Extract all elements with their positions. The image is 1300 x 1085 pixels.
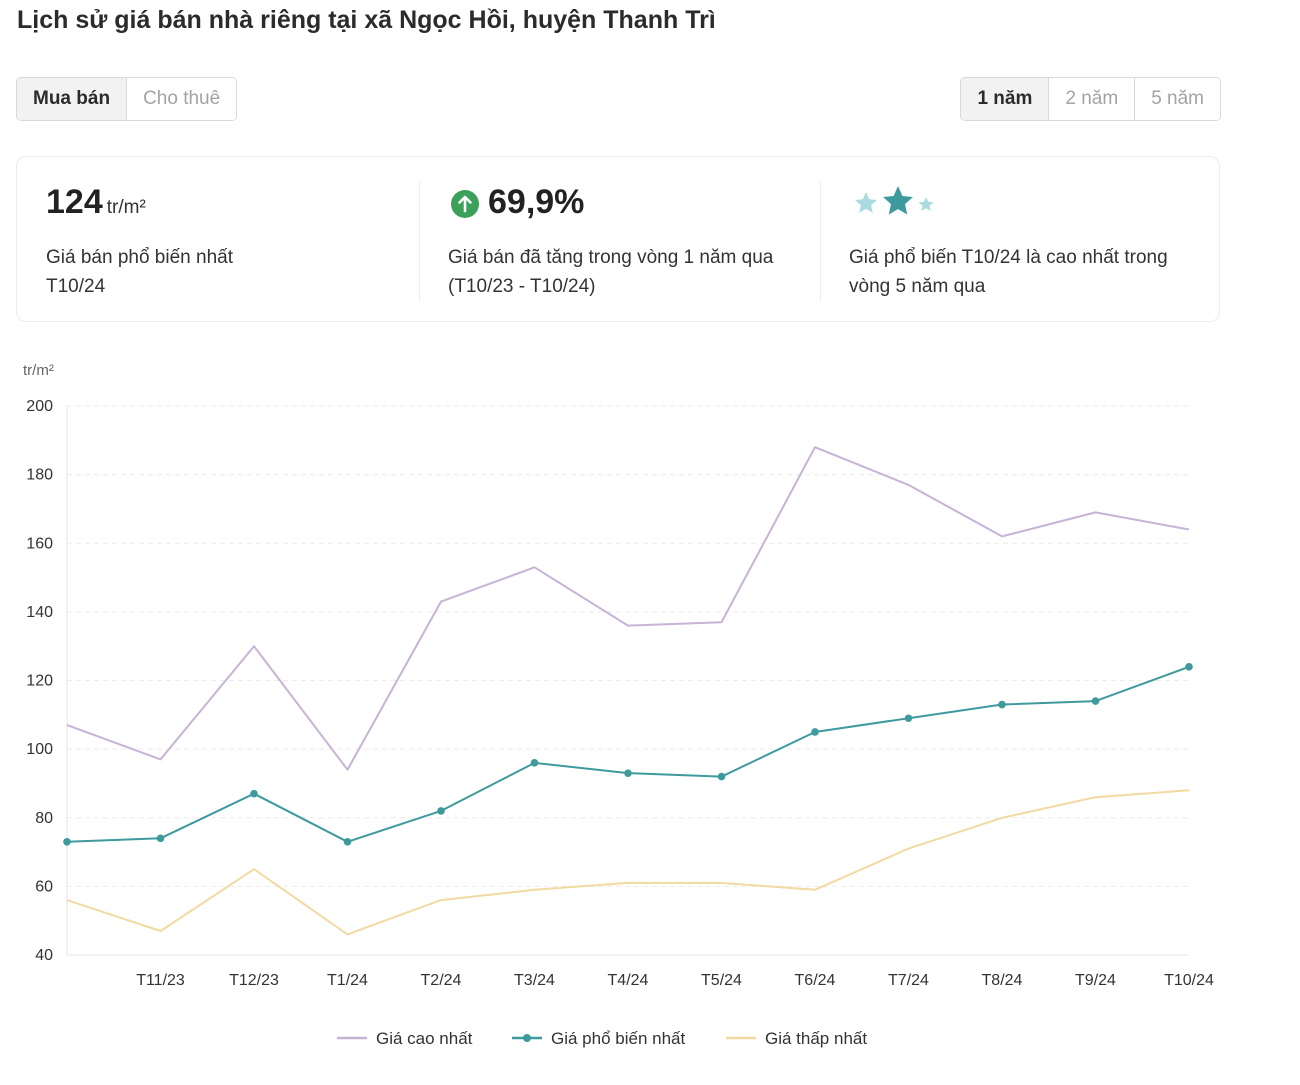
legend-item[interactable]: Giá cao nhất — [337, 1029, 473, 1048]
x-tick-label: T2/24 — [421, 972, 462, 989]
x-tick-label: T8/24 — [982, 972, 1023, 989]
x-tick-label: T4/24 — [608, 972, 649, 989]
data-point[interactable] — [1091, 697, 1100, 705]
data-point[interactable] — [717, 772, 726, 781]
tab-mua-ban[interactable]: Mua bán — [17, 78, 128, 120]
y-tick-label: 200 — [26, 398, 53, 415]
y-tick-label: 140 — [26, 604, 53, 621]
summary-popular-price: 124 tr/m² Giá bán phổ biến nhất T10/24 — [46, 157, 416, 321]
x-tick-label: T6/24 — [795, 972, 836, 989]
arrow-up-circle-icon — [451, 190, 479, 218]
x-tick-label: T3/24 — [514, 972, 555, 989]
y-tick-label: 120 — [26, 673, 53, 690]
price-change-value: 69,9% — [488, 183, 585, 221]
series-lines — [63, 446, 1193, 936]
tab-2-years[interactable]: 2 năm — [1049, 78, 1136, 120]
summary-price-change: 69,9% Giá bán đã tăng trong vòng 1 năm q… — [448, 157, 818, 321]
y-tick-label: 80 — [35, 810, 53, 827]
y-tick-label: 100 — [26, 741, 53, 758]
popular-price-value: 124 tr/m² — [46, 183, 146, 222]
x-tick-label: T9/24 — [1075, 972, 1116, 989]
y-tick-label: 40 — [35, 947, 53, 964]
summary-divider — [820, 181, 821, 301]
x-tick-label: T1/24 — [327, 972, 368, 989]
series-line — [66, 665, 1190, 843]
data-point[interactable] — [63, 837, 71, 846]
small-star-icon — [855, 192, 877, 213]
legend-marker — [523, 1034, 531, 1042]
stars-icon — [853, 185, 943, 230]
y-tick-label: 160 — [26, 535, 53, 552]
legend: Giá cao nhất Giá phổ biến nhất Giá thấp nh… — [337, 1029, 867, 1048]
legend-item[interactable]: Giá phổ biến nhất — [512, 1029, 685, 1048]
popular-price-desc-line1: Giá bán phổ biến nhất — [46, 247, 233, 268]
popular-price-number: 124 — [46, 183, 103, 221]
price-change-desc-line2: (T10/23 - T10/24) — [448, 276, 596, 297]
data-point[interactable] — [156, 834, 165, 843]
summary-divider — [419, 181, 420, 301]
grid-lines — [67, 405, 1189, 887]
rating-desc-line1: Giá phổ biến T10/24 là cao nhất trong — [849, 247, 1168, 268]
x-tick-label: T7/24 — [888, 972, 929, 989]
legend-label: Giá phổ biến nhất — [551, 1029, 685, 1048]
tab-5-years[interactable]: 5 năm — [1135, 78, 1220, 120]
y-tick-label: 60 — [35, 878, 53, 895]
legend-label: Giá cao nhất — [376, 1029, 473, 1048]
data-point[interactable] — [1185, 662, 1193, 671]
series-line — [66, 789, 1190, 936]
popular-price-unit: tr/m² — [106, 197, 146, 218]
axes: 40 60 80 100 120 140 160 180 200 T11/23 T12/23 T1/2… — [26, 398, 1214, 989]
series-3 — [66, 789, 1190, 936]
data-point[interactable] — [811, 728, 819, 736]
data-point[interactable] — [904, 714, 913, 723]
rating-desc: Giá phổ biến T10/24 là cao nhất trong vò… — [849, 243, 1168, 301]
data-point[interactable] — [624, 769, 632, 777]
series-line — [66, 446, 1190, 771]
data-point[interactable] — [437, 807, 445, 815]
popular-price-desc: Giá bán phổ biến nhất T10/24 — [46, 243, 233, 301]
period-toggle: 1 năm 2 năm 5 năm — [960, 77, 1221, 121]
x-tick-label: T10/24 — [1164, 972, 1214, 989]
price-change-desc: Giá bán đã tăng trong vòng 1 năm qua (T1… — [448, 243, 773, 301]
popular-price-desc-line2: T10/24 — [46, 276, 106, 297]
x-tick-label: T5/24 — [701, 972, 742, 989]
summary-rating: Giá phổ biến T10/24 là cao nhất trong vò… — [849, 157, 1209, 321]
transaction-type-toggle: Mua bán Cho thuê — [16, 77, 238, 121]
y-tick-label: 180 — [26, 467, 53, 484]
data-point[interactable] — [250, 789, 258, 798]
summary-card: 124 tr/m² Giá bán phổ biến nhất T10/24 69… — [16, 156, 1220, 322]
rating-desc-line2: vòng 5 năm qua — [849, 276, 986, 297]
tab-cho-thue[interactable]: Cho thuê — [127, 78, 237, 120]
data-point[interactable] — [343, 837, 352, 846]
line-chart: tr/m² 40 60 80 100 120 140 160 180 200 T11/23 T12/… — [23, 362, 1214, 1048]
data-point[interactable] — [530, 759, 539, 767]
large-star-icon — [883, 186, 913, 215]
legend-item[interactable]: Giá thấp nhất — [726, 1029, 867, 1048]
price-history-chart: tr/m² 40 60 80 100 120 140 160 180 200 T11/23 T12/… — [0, 340, 1300, 1080]
series-1 — [66, 446, 1190, 771]
x-tick-label: T11/23 — [136, 972, 185, 989]
small-star-icon — [918, 197, 934, 211]
y-axis-unit-label: tr/m² — [23, 362, 54, 379]
series-2 — [63, 662, 1193, 846]
page-title: Lịch sử giá bán nhà riêng tại xã Ngọc Hồ… — [17, 6, 716, 34]
x-tick-label: T12/23 — [229, 972, 279, 989]
data-point[interactable] — [998, 700, 1006, 709]
price-change-desc-line1: Giá bán đã tăng trong vòng 1 năm qua — [448, 247, 774, 268]
tab-1-year[interactable]: 1 năm — [961, 78, 1050, 120]
legend-label: Giá thấp nhất — [765, 1029, 867, 1048]
